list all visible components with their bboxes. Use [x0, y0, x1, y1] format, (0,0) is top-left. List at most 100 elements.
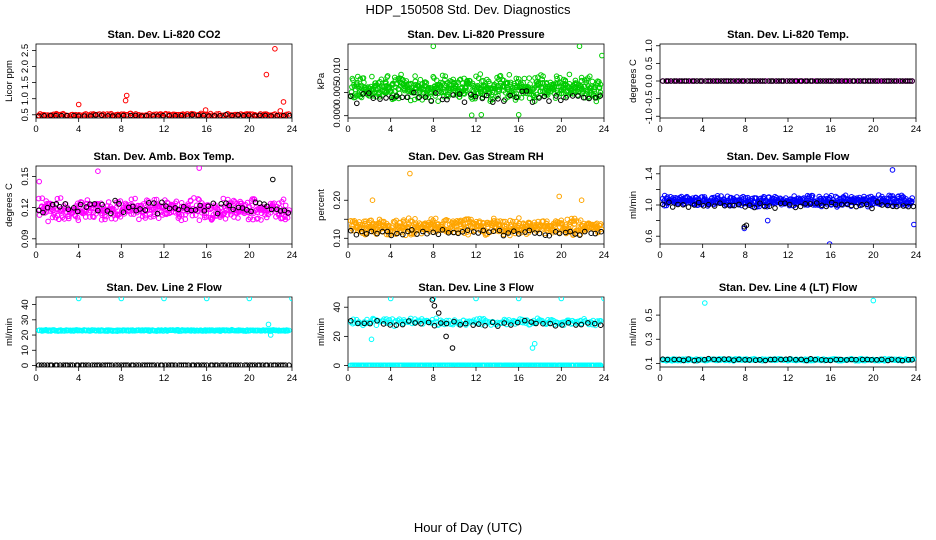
data-point [151, 200, 157, 206]
data-point [675, 201, 681, 208]
panel-4: Stan. Dev. Amb. Box Temp. degrees C 0 4 8 12 1… [4, 151, 297, 261]
data-point [826, 241, 833, 244]
data-point [392, 319, 398, 325]
data-point [75, 208, 81, 215]
data-point [69, 362, 76, 367]
data-point [212, 362, 219, 367]
data-point [201, 208, 208, 214]
data-point [449, 345, 456, 351]
data-point [495, 96, 501, 102]
data-points [36, 166, 292, 225]
data-point [201, 362, 207, 367]
data-point [843, 78, 850, 84]
data-point [425, 94, 432, 100]
data-point [540, 79, 546, 86]
data-point [136, 362, 142, 367]
data-point [40, 209, 46, 216]
data-point [835, 78, 842, 84]
data-point [393, 93, 400, 99]
data-point [462, 87, 469, 94]
data-point [544, 218, 550, 224]
data-point [412, 216, 418, 222]
data-point [793, 356, 799, 363]
x-tick-label: 12 [471, 124, 482, 135]
x-tick-label: 0 [657, 250, 662, 261]
data-point [359, 228, 365, 235]
data-point [383, 79, 389, 86]
data-point [280, 112, 287, 118]
data-point [468, 228, 474, 235]
data-points [348, 170, 604, 239]
data-point [751, 78, 758, 84]
data-point [685, 356, 692, 362]
x-tick-label: 4 [388, 250, 393, 261]
data-point [115, 113, 122, 118]
data-point [188, 198, 194, 204]
data-point [367, 320, 373, 327]
x-tick-label: 0 [657, 124, 662, 135]
data-point [593, 98, 600, 105]
data-point [130, 203, 136, 210]
data-point [185, 362, 192, 367]
data-point [553, 73, 560, 79]
data-point [448, 362, 455, 367]
data-point [589, 78, 596, 85]
data-point [705, 78, 711, 84]
data-point [460, 220, 466, 226]
data-point [705, 355, 712, 362]
y-tick-label: 2.0 [20, 60, 31, 73]
data-point [473, 297, 479, 302]
data-point [45, 218, 51, 225]
data-point [235, 215, 241, 221]
data-point [440, 221, 446, 227]
data-point [596, 78, 602, 85]
data-point [766, 78, 772, 84]
data-point [513, 91, 520, 97]
data-point [38, 362, 45, 367]
series-2 [660, 355, 915, 364]
data-point [757, 357, 763, 363]
data-point [457, 322, 464, 328]
data-point [106, 362, 113, 367]
data-point [501, 320, 508, 326]
data-point [669, 204, 676, 210]
y-axis-label: ml/min [628, 318, 639, 346]
panel-3: Stan. Dev. Li-820 Temp. degrees C 0 4 8 12 16 2… [628, 29, 921, 135]
data-point [232, 198, 238, 205]
data-point [102, 216, 108, 223]
y-tick-label: 0 [332, 363, 343, 368]
data-point [464, 227, 471, 233]
data-point [149, 362, 155, 367]
data-point [893, 78, 900, 84]
data-point [764, 217, 771, 224]
data-point [823, 203, 830, 210]
panel-title: Stan. Dev. Line 4 (LT) Flow [719, 282, 858, 294]
data-point [536, 230, 543, 237]
panel-8: Stan. Dev. Line 3 Flow ml/min 0 4 8 12 16 20 24 0… [316, 282, 609, 384]
data-point [286, 112, 292, 118]
data-point [582, 228, 588, 235]
series-2 [660, 78, 915, 84]
data-point [257, 112, 263, 118]
data-point [899, 357, 906, 364]
x-tick-label: 16 [825, 124, 836, 135]
data-point [435, 90, 442, 96]
data-point [136, 216, 142, 223]
data-point [833, 78, 840, 84]
data-point [680, 357, 687, 364]
data-point [75, 362, 81, 367]
data-point [220, 195, 227, 202]
data-point [546, 98, 552, 104]
data-point [425, 319, 432, 326]
data-point [885, 357, 891, 364]
data-point [691, 78, 697, 84]
data-point [383, 95, 389, 101]
data-point [444, 96, 450, 103]
data-point [475, 230, 482, 236]
data-point [778, 78, 785, 84]
data-point [702, 300, 708, 306]
y-tick-label: 30 [20, 315, 31, 326]
data-point [64, 362, 71, 367]
x-tick-label: 20 [244, 124, 255, 135]
data-point [798, 78, 805, 84]
